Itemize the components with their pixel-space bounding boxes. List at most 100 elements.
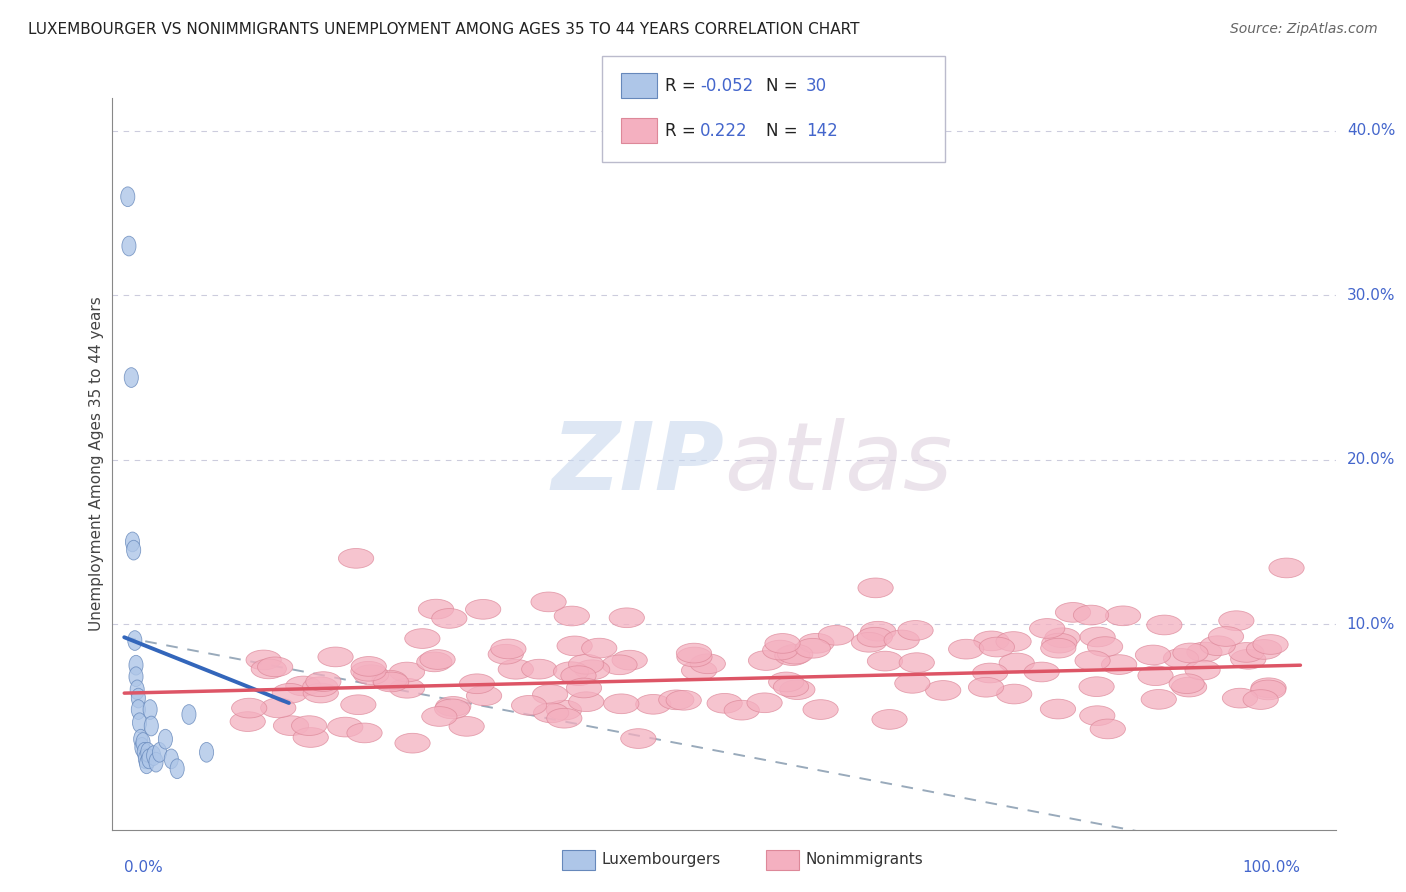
Ellipse shape (979, 637, 1015, 657)
Ellipse shape (1137, 665, 1173, 686)
Ellipse shape (1080, 627, 1115, 647)
Ellipse shape (1078, 677, 1114, 697)
Ellipse shape (748, 650, 783, 671)
Ellipse shape (347, 723, 382, 743)
Ellipse shape (352, 657, 387, 676)
Ellipse shape (304, 683, 339, 703)
Ellipse shape (747, 693, 782, 713)
Ellipse shape (136, 732, 150, 752)
Text: 0.222: 0.222 (700, 122, 748, 140)
Text: 40.0%: 40.0% (1347, 123, 1395, 138)
Ellipse shape (898, 621, 934, 640)
Ellipse shape (170, 759, 184, 779)
Ellipse shape (128, 631, 142, 650)
Ellipse shape (231, 712, 266, 731)
Ellipse shape (1056, 602, 1091, 623)
Text: -0.052: -0.052 (700, 77, 754, 95)
Ellipse shape (1042, 633, 1077, 653)
Ellipse shape (1029, 618, 1064, 639)
Y-axis label: Unemployment Among Ages 35 to 44 years: Unemployment Among Ages 35 to 44 years (89, 296, 104, 632)
Ellipse shape (567, 678, 602, 698)
Ellipse shape (328, 717, 363, 737)
Ellipse shape (868, 651, 903, 671)
Ellipse shape (1101, 655, 1137, 674)
Ellipse shape (860, 622, 896, 641)
Ellipse shape (149, 752, 163, 772)
Text: 100.0%: 100.0% (1243, 860, 1301, 875)
Ellipse shape (1250, 680, 1286, 700)
Ellipse shape (780, 680, 815, 699)
Ellipse shape (200, 742, 214, 762)
Ellipse shape (858, 627, 893, 647)
Text: 30: 30 (806, 77, 827, 95)
Ellipse shape (1168, 673, 1205, 693)
Ellipse shape (460, 673, 495, 694)
Ellipse shape (575, 660, 610, 680)
Ellipse shape (1080, 706, 1115, 725)
Text: 20.0%: 20.0% (1347, 452, 1395, 467)
Ellipse shape (858, 578, 893, 598)
Ellipse shape (257, 657, 292, 677)
Ellipse shape (547, 708, 582, 728)
Ellipse shape (973, 663, 1008, 683)
Ellipse shape (132, 713, 146, 732)
Ellipse shape (602, 655, 637, 674)
Ellipse shape (131, 680, 145, 699)
Ellipse shape (436, 697, 471, 716)
Ellipse shape (522, 659, 557, 679)
Ellipse shape (434, 699, 470, 719)
Ellipse shape (995, 632, 1031, 651)
Ellipse shape (512, 696, 547, 715)
Text: R =: R = (665, 122, 702, 140)
Ellipse shape (395, 733, 430, 753)
Ellipse shape (305, 672, 342, 691)
Ellipse shape (419, 599, 454, 619)
Ellipse shape (796, 639, 831, 658)
Ellipse shape (129, 667, 143, 687)
Ellipse shape (1000, 653, 1035, 673)
Ellipse shape (561, 665, 596, 686)
Ellipse shape (582, 639, 617, 658)
Ellipse shape (533, 703, 569, 723)
Ellipse shape (488, 644, 523, 665)
Ellipse shape (974, 631, 1010, 651)
Ellipse shape (138, 749, 152, 769)
Ellipse shape (1268, 558, 1305, 578)
Ellipse shape (292, 728, 329, 747)
Ellipse shape (432, 608, 467, 628)
Ellipse shape (1208, 627, 1244, 647)
Ellipse shape (127, 541, 141, 560)
Ellipse shape (799, 633, 834, 653)
Ellipse shape (666, 690, 702, 710)
Ellipse shape (252, 659, 287, 679)
Ellipse shape (894, 673, 929, 693)
Ellipse shape (612, 650, 647, 670)
Ellipse shape (1087, 637, 1123, 657)
Ellipse shape (139, 754, 153, 773)
Ellipse shape (1230, 649, 1265, 669)
Ellipse shape (765, 633, 800, 653)
Ellipse shape (636, 695, 671, 714)
Ellipse shape (165, 749, 179, 769)
Ellipse shape (302, 677, 337, 697)
Ellipse shape (285, 676, 321, 696)
Ellipse shape (121, 187, 135, 207)
Ellipse shape (465, 599, 501, 619)
Ellipse shape (554, 607, 589, 626)
Ellipse shape (352, 661, 387, 681)
Ellipse shape (533, 685, 568, 705)
Ellipse shape (246, 650, 281, 670)
Ellipse shape (778, 644, 813, 664)
Ellipse shape (131, 699, 145, 720)
Ellipse shape (135, 738, 149, 757)
Ellipse shape (1187, 642, 1222, 662)
Ellipse shape (339, 549, 374, 568)
Ellipse shape (273, 683, 308, 703)
Ellipse shape (707, 693, 742, 713)
Ellipse shape (969, 677, 1004, 698)
Ellipse shape (122, 236, 136, 256)
Text: N =: N = (766, 77, 803, 95)
Ellipse shape (997, 684, 1032, 704)
Ellipse shape (260, 698, 295, 718)
Ellipse shape (353, 665, 388, 684)
